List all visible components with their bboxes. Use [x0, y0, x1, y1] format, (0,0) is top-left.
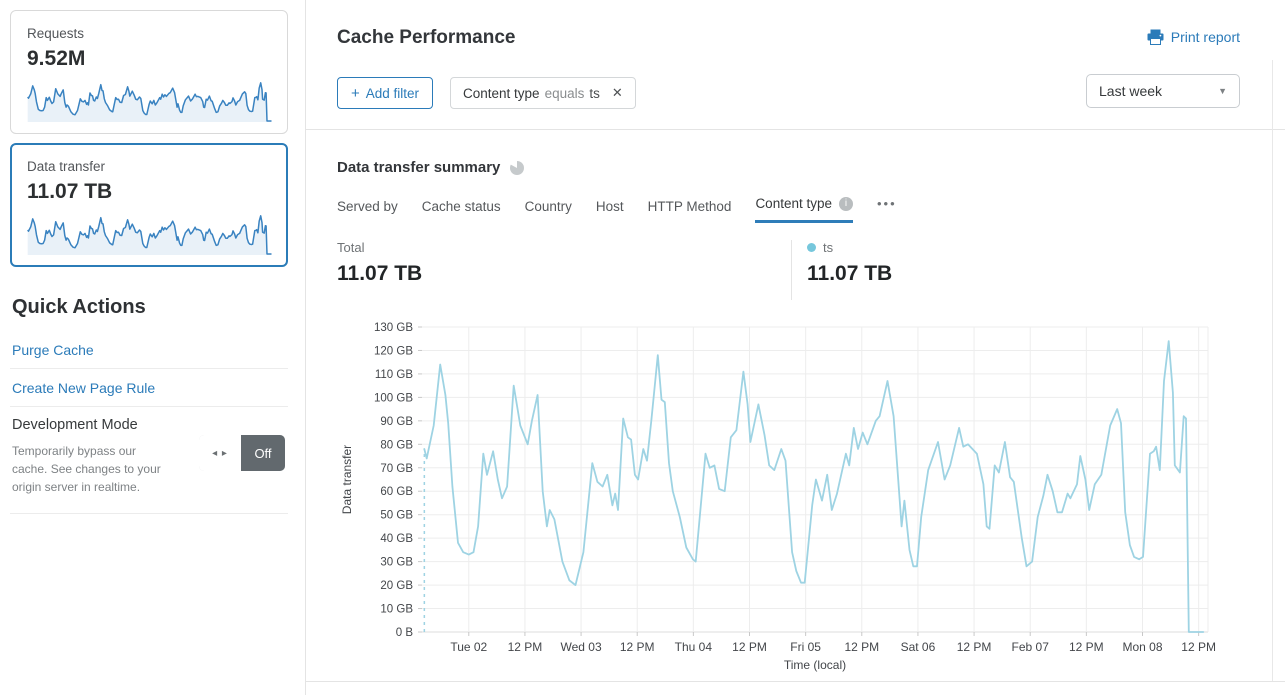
plus-icon: +: [351, 84, 360, 102]
filter-chip-value: ts: [589, 85, 600, 101]
create-page-rule-link[interactable]: Create New Page Rule: [12, 380, 156, 396]
requests-metric-card[interactable]: Requests 9.52M: [10, 10, 288, 134]
section-title: Data transfer summary: [337, 159, 501, 176]
divider: [10, 406, 288, 407]
legend-block: ts 11.07 TB: [807, 240, 892, 286]
svg-text:12 PM: 12 PM: [508, 640, 543, 654]
svg-text:60 GB: 60 GB: [380, 486, 413, 498]
close-icon[interactable]: ✕: [611, 85, 623, 100]
svg-text:Fri 05: Fri 05: [790, 640, 821, 654]
tab-content-type-label: Content type: [755, 196, 832, 211]
tab-content-type[interactable]: Content type i: [755, 196, 853, 223]
svg-text:12 PM: 12 PM: [957, 640, 992, 654]
svg-text:70 GB: 70 GB: [380, 463, 413, 475]
pie-chart-icon: [510, 159, 525, 175]
info-icon[interactable]: i: [839, 196, 853, 211]
tab-http-method[interactable]: HTTP Method: [647, 199, 732, 214]
toggle-state-label: Off: [241, 435, 285, 471]
svg-text:80 GB: 80 GB: [380, 439, 413, 451]
svg-text:0 B: 0 B: [396, 627, 414, 639]
total-block: Total 11.07 TB: [337, 240, 1241, 286]
legend-series-value: 11.07 TB: [807, 262, 893, 285]
resize-arrows-icon: ◂ ▸: [199, 435, 241, 471]
svg-text:Mon 08: Mon 08: [1122, 640, 1162, 654]
svg-text:40 GB: 40 GB: [380, 533, 413, 545]
data-transfer-sparkline: [27, 215, 272, 255]
data-transfer-chart: 0 B 10 GB 20 GB 30 GB 40 GB 50 GB 60 GB 70 GB 80…: [340, 322, 1216, 672]
divider: [306, 681, 1285, 682]
sidebar: Requests 9.52M Data transfer 11.07 TB Qu…: [0, 0, 305, 695]
total-label: Total: [337, 240, 365, 255]
requests-sparkline: [27, 82, 272, 122]
data-transfer-metric-card[interactable]: Data transfer 11.07 TB: [10, 143, 288, 267]
development-mode-description: Temporarily bypass our cache. See change…: [12, 444, 161, 494]
development-mode-toggle[interactable]: ◂ ▸ Off: [199, 435, 285, 471]
data-transfer-card-label: Data transfer: [27, 159, 106, 174]
date-range-value: Last week: [1099, 83, 1163, 99]
svg-text:110 GB: 110 GB: [375, 369, 413, 381]
svg-text:30 GB: 30 GB: [380, 557, 413, 569]
date-range-select[interactable]: Last week ▼: [1086, 74, 1240, 108]
tab-country[interactable]: Country: [524, 199, 572, 214]
svg-text:12 PM: 12 PM: [620, 640, 655, 654]
breakdown-tabs: Served by Cache status Country Host HTTP…: [337, 196, 897, 223]
add-filter-label: Add filter: [365, 85, 420, 101]
divider: [306, 129, 1285, 130]
svg-text:Sat 06: Sat 06: [901, 640, 936, 654]
print-report-link[interactable]: Print report: [1147, 29, 1240, 45]
svg-text:Tue 02: Tue 02: [450, 640, 487, 654]
svg-text:12 PM: 12 PM: [844, 640, 879, 654]
svg-text:90 GB: 90 GB: [380, 416, 413, 428]
more-options-button[interactable]: •••: [877, 196, 897, 211]
quick-actions-title: Quick Actions: [12, 296, 146, 318]
svg-text:20 GB: 20 GB: [380, 580, 413, 592]
tab-host[interactable]: Host: [595, 199, 624, 214]
legend-series-name: ts: [823, 240, 834, 255]
print-report-label: Print report: [1170, 29, 1240, 45]
filter-chip[interactable]: Content type equals ts ✕: [450, 77, 636, 109]
svg-text:Thu 04: Thu 04: [675, 640, 713, 654]
svg-text:Data transfer: Data transfer: [340, 445, 354, 514]
chevron-down-icon: ▼: [1218, 86, 1227, 96]
svg-text:12 PM: 12 PM: [1069, 640, 1104, 654]
svg-text:130 GB: 130 GB: [374, 322, 413, 334]
svg-text:12 PM: 12 PM: [732, 640, 767, 654]
tab-cache-status[interactable]: Cache status: [421, 199, 501, 214]
filter-chip-operator: equals: [544, 85, 585, 101]
data-transfer-card-value: 11.07 TB: [27, 180, 113, 203]
svg-text:Wed 03: Wed 03: [561, 640, 602, 654]
panel-right-border: [1272, 60, 1273, 681]
svg-text:Feb 07: Feb 07: [1012, 640, 1050, 654]
svg-text:100 GB: 100 GB: [374, 392, 413, 404]
svg-text:50 GB: 50 GB: [380, 510, 413, 522]
summary-stats: Total 11.07 TB ts 11.07 TB: [337, 240, 1241, 300]
add-filter-button[interactable]: + Add filter: [337, 77, 434, 109]
development-mode-title: Development Mode: [12, 417, 138, 433]
requests-card-value: 9.52M: [27, 47, 86, 70]
svg-text:Time (local): Time (local): [784, 658, 846, 672]
svg-text:12 PM: 12 PM: [1181, 640, 1216, 654]
filter-chip-field: Content type: [463, 85, 540, 101]
divider: [10, 368, 288, 369]
legend-dot: [807, 243, 816, 252]
purge-cache-link[interactable]: Purge Cache: [12, 342, 94, 358]
main-content: Cache Performance Print report + Add fil…: [305, 0, 1285, 695]
divider: [10, 513, 288, 514]
page-title: Cache Performance: [337, 27, 516, 48]
total-value: 11.07 TB: [337, 262, 423, 285]
svg-text:10 GB: 10 GB: [380, 604, 413, 616]
tab-served-by[interactable]: Served by: [337, 199, 398, 214]
requests-card-label: Requests: [27, 26, 85, 41]
divider: [791, 240, 792, 300]
svg-text:120 GB: 120 GB: [374, 345, 413, 357]
printer-icon: [1147, 29, 1164, 45]
